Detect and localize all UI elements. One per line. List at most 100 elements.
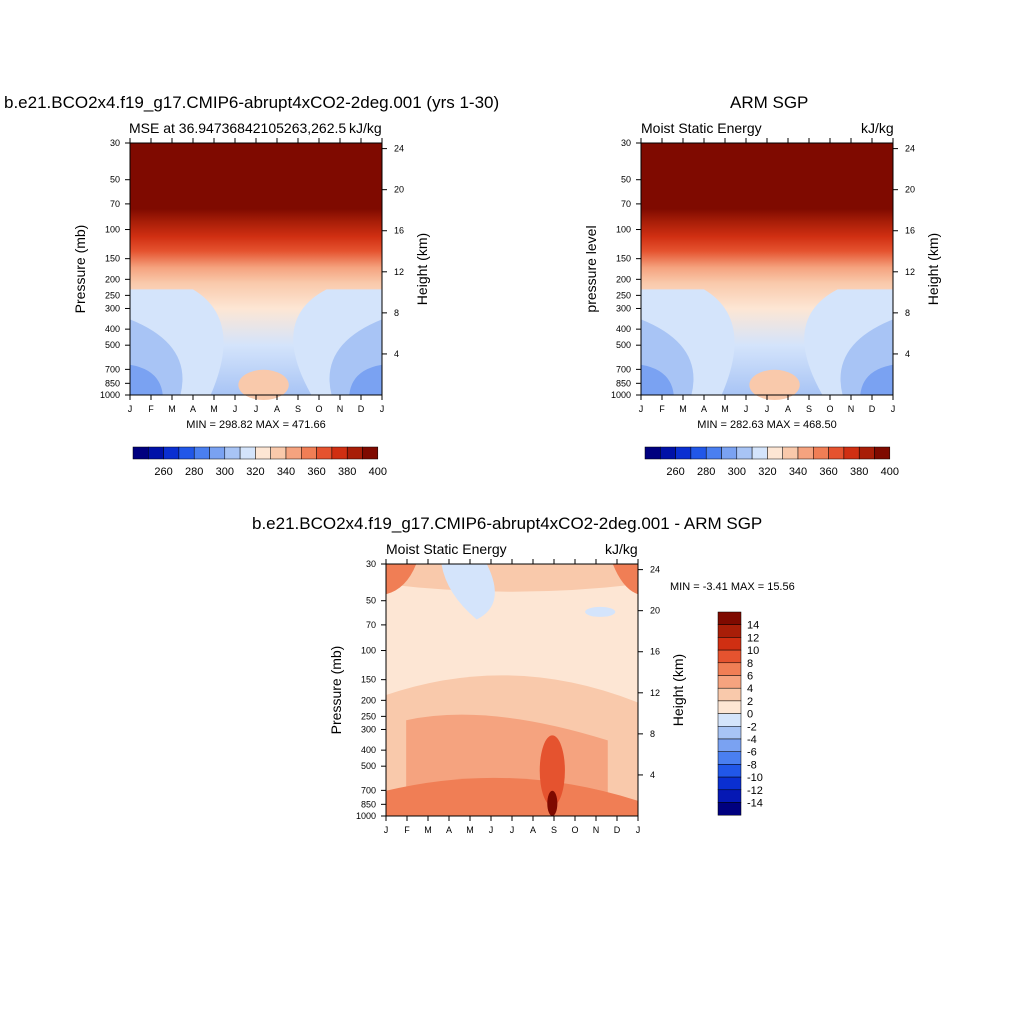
colorbar-tick-label: 360 [307, 466, 325, 478]
colorbar-tick-label: 360 [819, 466, 837, 478]
x-tick-label: M [679, 404, 687, 414]
x-tick-label: J [891, 404, 896, 414]
x-tick-label: S [295, 404, 301, 414]
colorbar-tick-label: 8 [747, 658, 753, 670]
colorbar-cell [301, 446, 317, 460]
colorbar-tick-label: 12 [747, 632, 759, 644]
y2-axis-title: Height (km) [414, 233, 430, 305]
y-tick-label: 500 [105, 340, 120, 350]
x-tick-label: M [424, 825, 432, 835]
y2-tick-label: 20 [905, 185, 915, 195]
y-tick-label: 70 [110, 199, 120, 209]
y2-tick-label: 16 [905, 226, 915, 236]
y2-tick-label: 8 [650, 729, 655, 739]
x-tick-label: M [721, 404, 729, 414]
colorbar-cell [705, 446, 722, 460]
y-tick-label: 70 [621, 199, 631, 209]
colorbar-tick-label: -8 [747, 759, 757, 771]
y2-tick-label: 12 [650, 688, 660, 698]
colorbar-tick-label: 10 [747, 645, 759, 657]
x-tick-label: M [168, 404, 176, 414]
colorbar-cell [736, 446, 753, 460]
colorbar-cell [717, 687, 742, 702]
x-tick-label: J [233, 404, 238, 414]
min-max-label: MIN = 298.82 MAX = 471.66 [186, 419, 325, 431]
colorbar-tick-label: 320 [246, 466, 264, 478]
x-tick-label: J [744, 404, 749, 414]
panel3-title: b.e21.BCO2x4.f19_g17.CMIP6-abrupt4xCO2-2… [252, 514, 763, 533]
y2-tick-label: 12 [905, 267, 915, 277]
x-tick-label: N [337, 404, 344, 414]
y-tick-label: 1000 [100, 390, 120, 400]
y-tick-label: 500 [361, 761, 376, 771]
panel1-left-label: MSE at 36.94736842105263,262.5 [129, 120, 347, 136]
y-tick-label: 1000 [611, 390, 631, 400]
colorbar-tick-label: 6 [747, 671, 753, 683]
y-tick-label: 500 [616, 340, 631, 350]
y-tick-label: 30 [366, 559, 376, 569]
panel1-right-label: kJ/kg [349, 120, 382, 136]
x-tick-label: M [210, 404, 218, 414]
y-tick-label: 50 [110, 175, 120, 185]
min-max-label: MIN = -3.41 MAX = 15.56 [670, 581, 795, 593]
y-tick-label: 300 [616, 303, 631, 313]
y-axis-title: pressure level [583, 225, 599, 312]
colorbar-cell [717, 776, 742, 791]
y-axis-title: Pressure (mb) [72, 225, 88, 314]
colorbar-cell [132, 446, 149, 460]
x-tick-label: F [659, 404, 665, 414]
colorbar-cell [316, 446, 333, 460]
contour-core-right [860, 364, 893, 395]
colorbar-cell [858, 446, 875, 460]
contour-plume [539, 735, 565, 806]
colorbar-tick-label: 320 [758, 466, 776, 478]
colorbar-cell [767, 446, 783, 460]
colorbar-cell [255, 446, 271, 460]
colorbar-cell [163, 446, 180, 460]
colorbar-tick-label: -4 [747, 734, 757, 746]
y-tick-label: 200 [105, 274, 120, 284]
y-tick-label: 100 [105, 225, 120, 235]
colorbar-tick-label: -10 [747, 772, 763, 784]
colorbar-cell [717, 738, 742, 752]
y-tick-label: 850 [361, 799, 376, 809]
y2-tick-label: 20 [650, 606, 660, 616]
colorbar-tick-label: 380 [338, 466, 356, 478]
y-tick-label: 850 [616, 378, 631, 388]
x-tick-label: O [826, 404, 833, 414]
colorbar-tick-label: 14 [747, 620, 759, 632]
y-tick-label: 30 [110, 138, 120, 148]
contour-blue-aloft [441, 564, 495, 620]
contour-top-band [386, 564, 638, 592]
colorbar-cell [797, 446, 814, 460]
y2-tick-label: 16 [394, 226, 404, 236]
x-tick-label: J [254, 404, 259, 414]
x-tick-label: A [530, 825, 536, 835]
y-tick-label: 30 [621, 138, 631, 148]
y-tick-label: 200 [616, 274, 631, 284]
colorbar-tick-label: 260 [666, 466, 684, 478]
y2-tick-label: 8 [905, 308, 910, 318]
colorbar-cell [270, 446, 287, 460]
colorbar-cell [717, 611, 742, 625]
colorbar-cell [717, 649, 742, 664]
x-tick-label: M [466, 825, 474, 835]
colorbar-tick-label: 380 [850, 466, 868, 478]
x-tick-label: N [848, 404, 855, 414]
contour-core-left [130, 364, 163, 395]
y2-tick-label: 8 [394, 308, 399, 318]
colorbar-cell [717, 662, 742, 676]
x-tick-label: F [404, 825, 410, 835]
colorbar-cell [193, 446, 210, 460]
y-axis-title: Pressure (mb) [328, 646, 344, 735]
contour-max-core [547, 790, 558, 817]
colorbar-tick-label: 280 [185, 466, 203, 478]
y-tick-label: 700 [105, 364, 120, 374]
panel2-left-label: Moist Static Energy [641, 120, 762, 136]
panel1-title: b.e21.BCO2x4.f19_g17.CMIP6-abrupt4xCO2-2… [4, 93, 500, 112]
colorbar-cell [782, 446, 799, 460]
colorbar-cell [828, 446, 845, 460]
contour-summer-patch [749, 369, 800, 401]
colorbar-cell [843, 446, 860, 460]
colorbar-tick-label: 340 [277, 466, 295, 478]
